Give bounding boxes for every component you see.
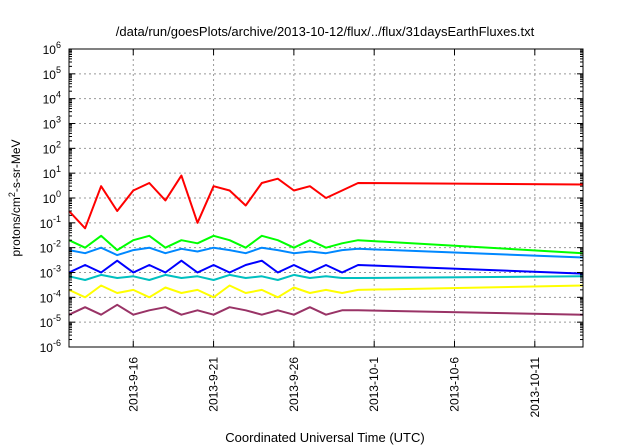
y-tick-label: 105 (43, 65, 61, 82)
series-line (68, 259, 584, 275)
axis-ticks: 10-610-510-410-310-210-11001011021031041… (40, 40, 583, 418)
y-tick-label-base: 10 (40, 267, 54, 281)
y-tick-label-base: 10 (43, 167, 57, 181)
y-tick-label: 103 (43, 115, 61, 132)
x-tick-label: 2013-9-16 (126, 357, 140, 412)
y-tick-label-exponent: -1 (53, 214, 61, 224)
series-line (68, 303, 584, 316)
y-tick-label-exponent: -6 (53, 338, 61, 348)
series-line (68, 246, 584, 259)
y-tick-label-exponent: 1 (56, 164, 61, 174)
y-tick-label-base: 10 (43, 43, 57, 57)
y-tick-label-exponent: -4 (53, 288, 61, 298)
x-tick-label: 2013-10-1 (367, 357, 381, 412)
series-line (68, 174, 584, 230)
series-line (68, 284, 584, 299)
y-tick-label-base: 10 (40, 242, 54, 256)
y-tick-label: 102 (43, 139, 61, 156)
y-tick-label-base: 10 (40, 291, 54, 305)
y-tick-label-exponent: 4 (56, 90, 61, 100)
y-tick-label: 10-4 (40, 288, 61, 305)
x-tick-label: 2013-9-26 (287, 357, 301, 412)
series-line (68, 234, 584, 255)
y-tick-label-base: 10 (43, 192, 57, 206)
y-tick-label-exponent: 5 (56, 65, 61, 75)
y-tick-label: 10-2 (40, 239, 61, 256)
y-tick-label-exponent: -2 (53, 239, 61, 249)
series-line (68, 273, 584, 281)
y-axis-label-group: protons/cm2-s-sr-MeV (7, 139, 23, 256)
y-tick-label-base: 10 (43, 93, 57, 107)
y-tick-label-exponent: 6 (56, 40, 61, 50)
y-tick-label-exponent: -5 (53, 313, 61, 323)
y-axis-label-superscript: 2 (7, 192, 17, 197)
y-tick-label-exponent: -3 (53, 264, 61, 274)
y-axis-label-suffix: -s-sr-MeV (9, 139, 23, 192)
y-tick-label: 101 (43, 164, 61, 181)
x-tick-label: 2013-10-6 (448, 357, 462, 412)
y-tick-label: 10-1 (40, 214, 61, 231)
y-tick-label: 10-3 (40, 264, 61, 281)
y-tick-label: 106 (43, 40, 61, 57)
x-tick-label: 2013-10-11 (528, 357, 542, 418)
y-tick-label: 104 (43, 90, 61, 107)
y-tick-label-base: 10 (40, 217, 54, 231)
y-tick-label-base: 10 (43, 142, 57, 156)
y-tick-label: 100 (43, 189, 61, 206)
x-tick-label: 2013-9-21 (207, 357, 221, 412)
y-tick-label-base: 10 (43, 118, 57, 132)
y-axis-label-prefix: protons/cm (9, 197, 23, 256)
y-tick-label-base: 10 (40, 341, 54, 355)
y-tick-label-base: 10 (40, 316, 54, 330)
y-tick-label: 10-6 (40, 338, 61, 355)
y-axis-label: protons/cm2-s-sr-MeV (7, 139, 23, 256)
y-tick-label-base: 10 (43, 68, 57, 82)
y-tick-label-exponent: 2 (56, 139, 61, 149)
chart-title: /data/run/goesPlots/archive/2013-10-12/f… (116, 24, 535, 39)
series-group (68, 174, 584, 316)
y-tick-label: 10-5 (40, 313, 61, 330)
y-tick-label-exponent: 3 (56, 115, 61, 125)
x-axis-label: Coordinated Universal Time (UTC) (225, 430, 424, 445)
y-tick-label-exponent: 0 (56, 189, 61, 199)
